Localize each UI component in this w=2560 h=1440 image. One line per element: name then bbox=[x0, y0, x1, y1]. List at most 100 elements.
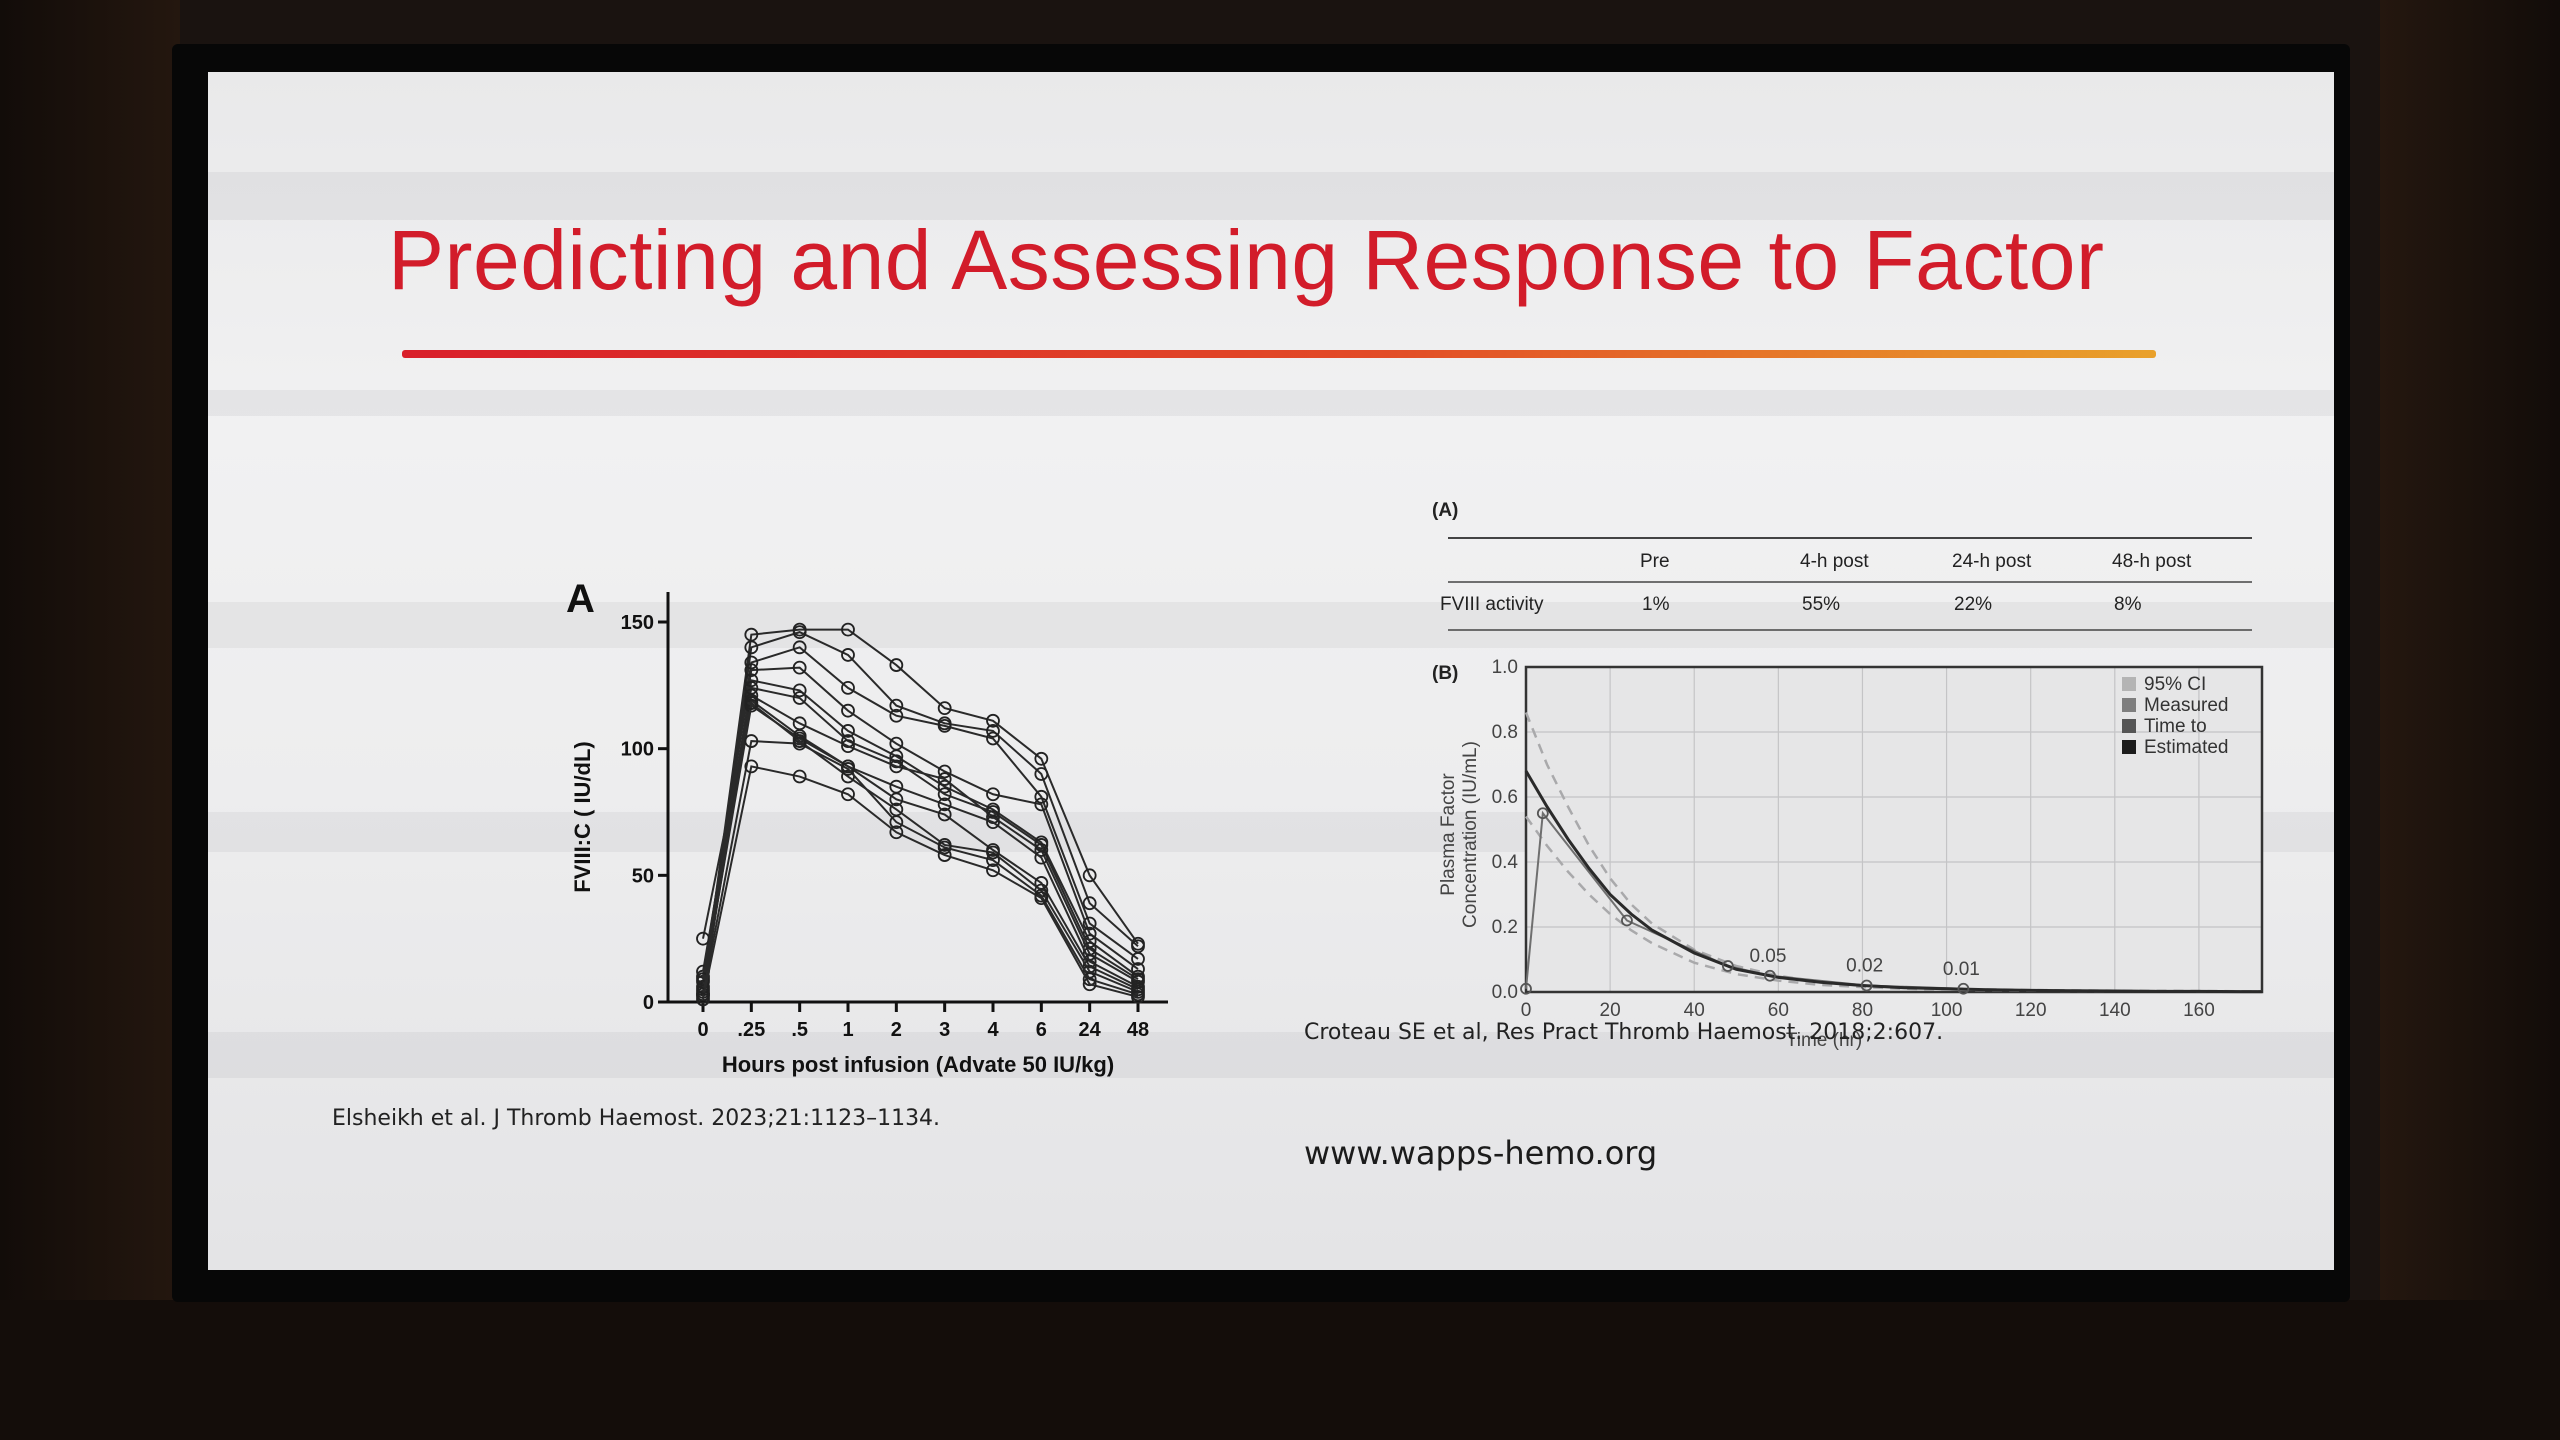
data-point bbox=[937, 718, 952, 733]
data-point bbox=[1082, 896, 1097, 911]
series-line-6 bbox=[702, 686, 1139, 981]
table-cell: 1% bbox=[1642, 594, 1670, 615]
data-point bbox=[937, 787, 952, 802]
data-point bbox=[1034, 891, 1049, 906]
x-tick-label: 60 bbox=[1768, 1000, 1789, 1021]
data-point bbox=[986, 713, 1000, 728]
series-line-1 bbox=[702, 628, 1139, 990]
data-point bbox=[1082, 916, 1097, 931]
data-point bbox=[1131, 990, 1145, 1004]
table-cell: 55% bbox=[1802, 594, 1840, 615]
x-tick-label: 0 bbox=[1521, 1000, 1532, 1021]
data-point bbox=[986, 815, 1000, 830]
title-underline bbox=[402, 350, 2156, 358]
data-point bbox=[696, 972, 710, 987]
x-tick-label: 40 bbox=[1684, 1000, 1705, 1021]
slide-title: Predicting and Assessing Response to Fac… bbox=[388, 213, 2105, 307]
measured-point bbox=[1860, 979, 1873, 992]
y-axis-label: FVIII:C ( IU/dL) bbox=[570, 741, 595, 893]
data-point bbox=[986, 845, 1000, 860]
data-point bbox=[744, 759, 759, 774]
y-tick-label: 0.8 bbox=[1492, 722, 1518, 743]
data-point bbox=[744, 663, 759, 678]
data-point bbox=[986, 724, 1000, 738]
table-header-cell: Pre bbox=[1640, 551, 1670, 572]
series-line-5 bbox=[702, 679, 1139, 998]
y-tick-label: 50 bbox=[632, 865, 654, 887]
screen-band bbox=[208, 602, 2334, 648]
data-point bbox=[841, 622, 855, 637]
data-point bbox=[1034, 843, 1049, 857]
data-point bbox=[1034, 850, 1049, 865]
x-tick-label: 1 bbox=[842, 1019, 853, 1041]
series-line-2 bbox=[702, 631, 1139, 995]
room-wall-right bbox=[2380, 0, 2560, 1440]
measured-point bbox=[1721, 960, 1734, 972]
plot-frame bbox=[1524, 665, 2264, 994]
legend-label: Estimated bbox=[2144, 737, 2228, 758]
data-point bbox=[696, 992, 710, 1007]
y-axis-label: Plasma Factor bbox=[1438, 773, 1459, 896]
legend-label: 95% CI bbox=[2144, 674, 2206, 695]
value-annotation: 0.05 bbox=[1749, 946, 1786, 967]
data-point bbox=[744, 655, 759, 670]
data-point bbox=[792, 683, 807, 698]
data-point bbox=[792, 769, 807, 784]
data-point bbox=[792, 640, 807, 655]
legend-label: Measured bbox=[2144, 695, 2229, 716]
data-point bbox=[792, 660, 807, 675]
legend-swatch bbox=[2122, 740, 2136, 754]
y-tick-label: 1.0 bbox=[1492, 657, 1518, 678]
data-point bbox=[792, 625, 807, 640]
data-point bbox=[696, 931, 710, 946]
value-annotation: 0.01 bbox=[1943, 959, 1980, 980]
data-point bbox=[937, 764, 952, 779]
table-cell: 8% bbox=[2114, 594, 2142, 615]
x-axis-label: Time (hr) bbox=[1786, 1030, 1862, 1051]
data-point bbox=[744, 673, 759, 688]
series-line-7 bbox=[702, 693, 1139, 993]
data-point bbox=[696, 987, 710, 1002]
data-point bbox=[1034, 767, 1049, 781]
data-point bbox=[1082, 868, 1097, 883]
data-point bbox=[889, 815, 904, 830]
x-tick-label: 24 bbox=[1079, 1019, 1102, 1041]
screen-band bbox=[208, 1032, 2334, 1078]
data-point bbox=[841, 703, 855, 718]
data-point bbox=[792, 736, 807, 751]
x-axis-label: Hours post infusion (Advate 50 IU/kg) bbox=[722, 1052, 1114, 1077]
table-header-cell: 4-h post bbox=[1800, 551, 1869, 572]
data-point bbox=[889, 708, 904, 723]
fviii-activity-table: (A) Pre 4-h post 24-h post 48-h post FVIII ac… bbox=[1432, 500, 2252, 631]
data-point bbox=[937, 797, 952, 812]
data-point bbox=[744, 640, 759, 655]
measured-point bbox=[1957, 982, 1970, 995]
website-url[interactable]: www.wapps-hemo.org bbox=[1304, 1134, 1658, 1172]
plot-area bbox=[1526, 667, 2262, 992]
data-point bbox=[937, 779, 952, 794]
estimated-curve bbox=[1524, 770, 2262, 994]
x-tick-label: .5 bbox=[791, 1019, 808, 1041]
data-point bbox=[986, 787, 1000, 802]
citation-croteau: Croteau SE et al, Res Pract Thromb Haemo… bbox=[1304, 1020, 1944, 1045]
data-point bbox=[1082, 977, 1097, 992]
x-tick-label: 100 bbox=[1931, 1000, 1963, 1021]
series-line-10 bbox=[702, 701, 1139, 993]
data-point bbox=[889, 825, 904, 840]
data-point bbox=[937, 701, 952, 716]
chart-fviii-activity-curves: A 0 50 100 150 0 .25 .5 1 2 3 4 6 24 48 Hours post infu… bbox=[566, 577, 1168, 1077]
measured-point bbox=[1621, 914, 1633, 927]
chart-plasma-factor-concentration: (B) 0 20 40 60 80 100 120 140 160 0.0 0.2 0.4 0.6 0.8 1… bbox=[1432, 657, 2264, 1051]
x-tick-label: 140 bbox=[2099, 1000, 2131, 1021]
series-line-4 bbox=[702, 666, 1139, 977]
series-line-9 bbox=[702, 703, 1139, 991]
measured-point bbox=[1536, 807, 1549, 820]
x-tick-label: .25 bbox=[737, 1019, 765, 1041]
series-line-12 bbox=[702, 765, 1139, 1000]
data-point bbox=[937, 848, 952, 862]
data-point bbox=[986, 853, 1000, 868]
x-tick-label: 3 bbox=[939, 1019, 950, 1041]
citation-elsheikh: Elsheikh et al. J Thromb Haemost. 2023;2… bbox=[332, 1106, 941, 1131]
room-floor bbox=[0, 1300, 2560, 1440]
legend-swatch bbox=[2122, 677, 2136, 691]
